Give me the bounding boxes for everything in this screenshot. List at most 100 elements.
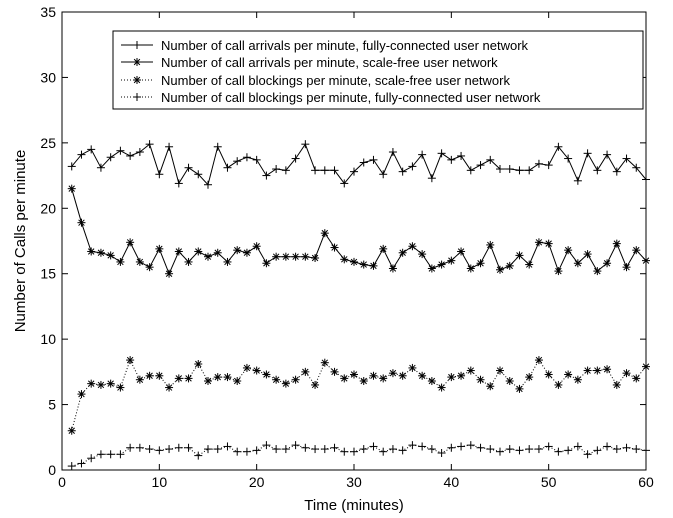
data-point [145, 263, 154, 272]
series-line [71, 188, 647, 276]
data-point [155, 170, 164, 179]
data-point [496, 447, 504, 456]
data-point [554, 142, 563, 151]
data-point [194, 170, 203, 179]
data-point [369, 442, 378, 451]
data-point [427, 377, 436, 386]
data-point [242, 447, 251, 456]
data-point [544, 239, 553, 248]
data-point [612, 167, 621, 176]
data-point [223, 442, 232, 451]
data-point [350, 370, 358, 379]
data-point [252, 366, 261, 375]
legend-marker [133, 93, 141, 101]
data-point [379, 244, 388, 253]
data-point [262, 441, 271, 450]
data-point [106, 450, 115, 459]
data-point [603, 365, 612, 374]
data-point [398, 446, 407, 455]
data-point [96, 450, 105, 459]
data-point [457, 247, 466, 256]
data-point [457, 371, 466, 380]
data-point [408, 441, 417, 450]
data-point [457, 151, 466, 160]
data-point [116, 257, 125, 266]
data-point [398, 167, 407, 176]
data-point [155, 244, 164, 253]
data-point [593, 166, 602, 175]
data-point [603, 150, 612, 159]
data-point [359, 158, 368, 167]
data-point [77, 459, 86, 468]
data-point [350, 257, 358, 266]
data-point [612, 380, 621, 389]
data-point [67, 462, 76, 471]
data-point [350, 447, 358, 456]
data-point [466, 166, 475, 175]
data-point [126, 238, 135, 247]
data-point [515, 446, 524, 455]
data-point [496, 265, 504, 274]
data-point [632, 445, 641, 454]
data-point [622, 154, 631, 163]
legend-entry: Number of call blockings per minute, ful… [121, 90, 541, 105]
legend: Number of call arrivals per minute, full… [112, 30, 644, 110]
data-point [632, 163, 641, 172]
data-point [369, 261, 378, 270]
data-point [77, 150, 86, 159]
x-tick-label: 0 [58, 474, 66, 490]
data-point [466, 441, 475, 450]
data-point [96, 248, 105, 257]
data-point [281, 252, 290, 261]
data-point [525, 166, 534, 175]
series-layer [67, 140, 650, 471]
data-point [77, 390, 86, 399]
data-point [427, 174, 436, 183]
data-point [213, 373, 222, 382]
legend-label: Number of call blockings per minute, sca… [161, 73, 510, 88]
data-point [291, 375, 300, 384]
data-point [544, 370, 553, 379]
data-point [242, 153, 251, 162]
data-point [311, 445, 320, 454]
data-point [388, 369, 397, 378]
data-point [311, 254, 320, 263]
data-point [359, 445, 368, 454]
data-point [204, 445, 212, 454]
data-point [301, 367, 310, 376]
data-point [496, 165, 504, 174]
data-point [427, 264, 436, 273]
data-point [359, 260, 368, 269]
data-point [505, 445, 514, 454]
data-point [213, 142, 222, 151]
data-point [486, 445, 495, 454]
data-point [135, 375, 144, 384]
series-line [71, 143, 647, 186]
data-point [272, 375, 281, 384]
data-point [564, 154, 573, 163]
data-point [87, 145, 96, 154]
data-point [340, 255, 349, 264]
y-tick-label: 0 [48, 462, 56, 478]
data-point [612, 239, 621, 248]
data-point [632, 374, 641, 383]
x-tick-label: 10 [152, 474, 168, 490]
y-tick-label: 20 [40, 200, 56, 216]
data-point [340, 179, 349, 188]
data-point [87, 247, 96, 256]
data-point [145, 445, 154, 454]
data-point [184, 374, 193, 383]
legend-entry: Number of call arrivals per minute, full… [121, 38, 529, 53]
data-point [427, 445, 436, 454]
data-point [116, 146, 125, 155]
data-point [311, 380, 320, 389]
data-point [126, 356, 135, 365]
data-point [135, 148, 144, 157]
data-point [496, 366, 504, 375]
data-point [281, 166, 290, 175]
data-point [262, 259, 271, 268]
data-point [534, 445, 543, 454]
y-tick-label: 30 [40, 69, 56, 85]
legend-entry: Number of call arrivals per minute, scal… [121, 55, 498, 70]
data-point [262, 370, 271, 379]
